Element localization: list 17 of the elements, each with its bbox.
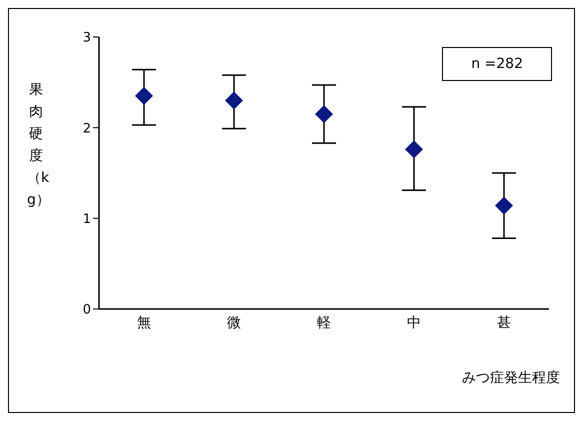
point	[405, 140, 423, 158]
y-tick-label: 3	[82, 30, 91, 46]
x-tick-label: 甚	[497, 314, 511, 331]
x-tick-label: 無	[137, 314, 151, 331]
y-axis-title: 果肉硬度（kg）	[27, 81, 50, 210]
point	[315, 105, 333, 124]
x-tick-label: 軽	[317, 314, 331, 331]
y-tick-label: 0	[82, 302, 91, 318]
annotation: n =282	[442, 47, 552, 81]
x-tick-label: 中	[407, 314, 421, 331]
point	[495, 196, 513, 215]
point	[225, 91, 243, 110]
y-tick-label: 1	[82, 212, 91, 227]
x-axis-title: みつ症発生程度	[462, 369, 560, 387]
y-tick-label: 2	[82, 121, 91, 136]
point	[135, 86, 153, 105]
x-tick-label: 微	[227, 314, 241, 331]
